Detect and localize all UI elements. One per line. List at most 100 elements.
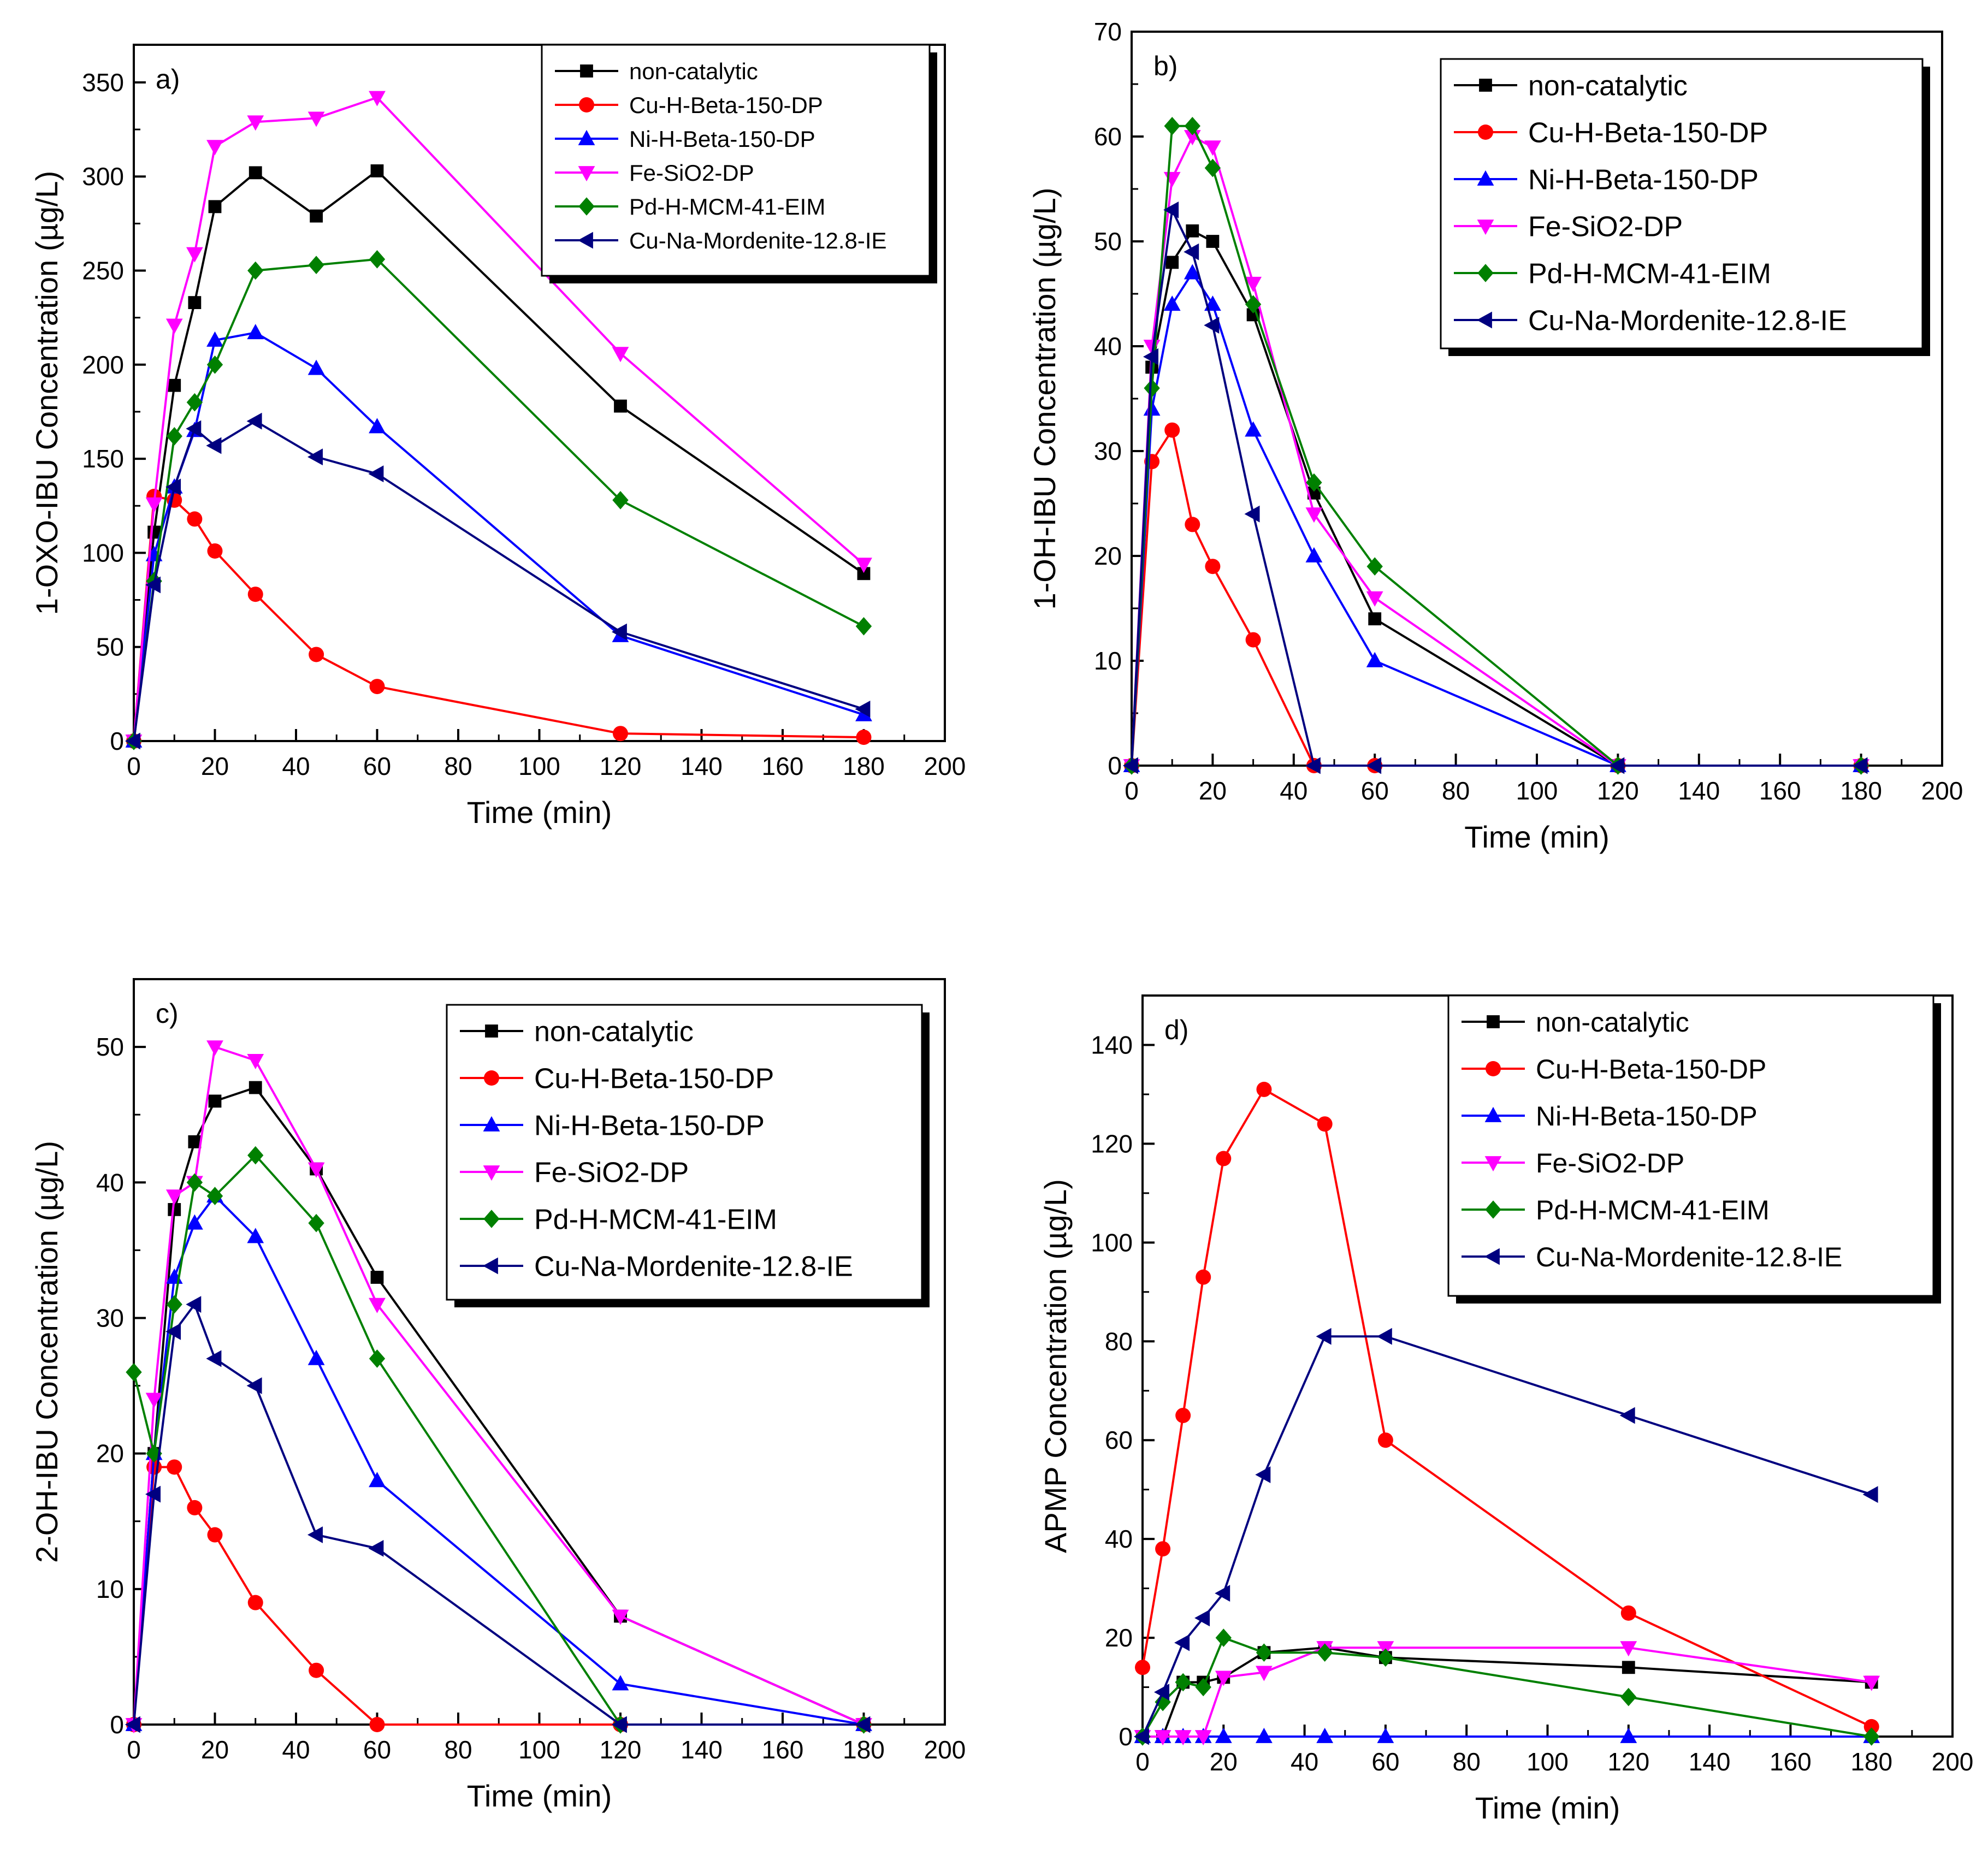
y-tick-label: 30 (1094, 437, 1122, 465)
data-point (307, 1526, 323, 1543)
data-point (186, 1173, 203, 1192)
x-tick-label: 60 (1361, 777, 1389, 805)
legend-marker (482, 1257, 498, 1275)
data-point (612, 1609, 629, 1625)
x-tick-label: 0 (1125, 777, 1139, 805)
x-axis-title: Time (min) (467, 1779, 612, 1813)
data-point (309, 647, 324, 662)
y-tick-label: 20 (96, 1440, 124, 1468)
data-point (1620, 1687, 1637, 1707)
data-point (166, 427, 182, 446)
legend-marker (485, 1024, 498, 1038)
data-point (1305, 547, 1323, 562)
series-line-0 (133, 1086, 865, 1726)
legend-label: non-catalytic (1536, 1007, 1689, 1038)
data-point (1255, 1466, 1271, 1483)
data-point (309, 1662, 324, 1678)
legend-marker (577, 232, 593, 249)
chart-panel-2: 0 20 40 60 80 100 120 140 160 180 200 0 10 20 30 40 50 Ti… (29, 978, 966, 1813)
data-point (126, 1363, 142, 1382)
data-point (614, 399, 627, 413)
y-tick-label: 0 (110, 727, 124, 755)
y-tick-label: 140 (1091, 1030, 1133, 1059)
y-tick-label: 150 (82, 445, 124, 473)
data-point (1366, 651, 1383, 667)
data-point (247, 1595, 263, 1610)
legend-marker (1485, 1200, 1501, 1219)
legend-marker (578, 129, 595, 145)
x-tick-label: 180 (1840, 777, 1882, 805)
data-point (1204, 140, 1221, 156)
data-point (855, 701, 871, 718)
x-tick-label: 100 (1526, 1747, 1569, 1776)
legend-marker (1484, 1156, 1502, 1172)
legend-marker (580, 64, 593, 78)
y-tick-label: 60 (1105, 1426, 1133, 1454)
data-point (1215, 1670, 1232, 1686)
data-point (1175, 1407, 1191, 1423)
data-point (247, 261, 264, 280)
data-point (165, 1323, 181, 1340)
legend-marker (1476, 311, 1492, 329)
y-tick-label: 40 (96, 1168, 124, 1196)
data-point (208, 200, 222, 214)
x-tick-label: 200 (924, 1735, 966, 1764)
data-point (1377, 1648, 1394, 1667)
data-point (1862, 1486, 1878, 1503)
y-tick-label: 350 (82, 68, 124, 97)
data-point (186, 1214, 203, 1230)
chart-panel-3: 0 20 40 60 80 100 120 140 160 180 200 0 20 40 60 80 100 1… (1038, 994, 1973, 1825)
data-point (186, 420, 202, 437)
data-point (1245, 421, 1262, 437)
x-tick-label: 0 (127, 1735, 141, 1764)
data-point (248, 166, 262, 180)
data-point (1609, 757, 1625, 774)
x-axis-title: Time (min) (1464, 820, 1609, 854)
chart-panel-1: 0 20 40 60 80 100 120 140 160 180 200 0 10 20 30 40 50 60… (1027, 17, 1963, 854)
legend-label: Ni-H-Beta-150-DP (1528, 164, 1759, 196)
data-point (167, 1459, 182, 1475)
data-point (145, 1393, 163, 1408)
data-point (1195, 1678, 1211, 1697)
data-point (1194, 1730, 1212, 1746)
data-point (1154, 1730, 1172, 1746)
data-point (207, 1527, 223, 1543)
y-tick-label: 60 (1094, 122, 1122, 151)
data-point (1863, 1719, 1879, 1734)
legend-marker (1487, 1015, 1500, 1028)
x-tick-label: 160 (1770, 1747, 1812, 1776)
data-point (308, 1213, 324, 1233)
data-point (1154, 1684, 1169, 1701)
data-point (186, 1296, 202, 1313)
data-point (187, 511, 203, 527)
x-tick-label: 20 (1210, 1747, 1238, 1776)
data-point (613, 726, 628, 742)
data-point (208, 1094, 222, 1108)
legend-marker (483, 1210, 500, 1228)
data-point (188, 296, 202, 309)
legend-marker (1484, 1248, 1500, 1265)
data-point (1122, 757, 1138, 774)
data-point (1133, 1728, 1149, 1745)
data-point (166, 1295, 182, 1314)
x-tick-label: 200 (1921, 777, 1963, 805)
panel-label: a) (156, 64, 180, 94)
panel-label: c) (156, 998, 179, 1029)
data-point (246, 1377, 262, 1394)
x-tick-label: 60 (363, 752, 391, 780)
data-point (187, 1500, 203, 1515)
data-point (1366, 591, 1383, 607)
data-point (1256, 1643, 1273, 1662)
data-point (1306, 473, 1322, 492)
data-point (1317, 1643, 1333, 1662)
data-point (307, 1349, 325, 1365)
data-point (368, 1540, 384, 1557)
legend-label: Fe-SiO2-DP (534, 1157, 689, 1189)
x-tick-label: 40 (1291, 1747, 1318, 1776)
legend-label: non-catalytic (534, 1016, 694, 1048)
data-point (248, 1081, 262, 1094)
series-line-1 (133, 1466, 864, 1726)
series-line-5 (1141, 1335, 1872, 1737)
legend-label: Cu-Na-Mordenite-12.8-IE (1528, 305, 1847, 337)
